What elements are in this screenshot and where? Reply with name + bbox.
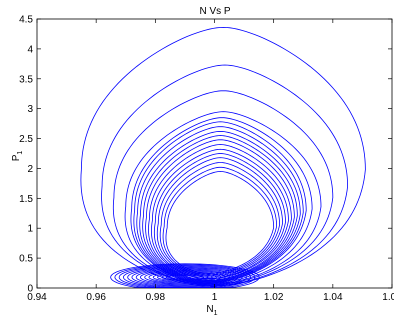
x-tick-label: 1.04 [323, 292, 343, 303]
x-tick-label: 0.96 [86, 292, 106, 303]
orbit-line [136, 126, 304, 284]
orbit-line [101, 64, 349, 287]
y-axis-label-main: P [11, 154, 22, 161]
y-tick-label: 2 [27, 164, 33, 175]
tail-loop-line [157, 273, 213, 282]
tail-loop-line [127, 266, 243, 288]
x-tick-label: 1.06 [382, 292, 394, 303]
tail-loop-line [165, 275, 205, 280]
y-tick-label: 3 [27, 104, 33, 115]
orbit-line [142, 135, 298, 282]
y-tick-label: 1 [27, 224, 33, 235]
y-tick-label: 1.5 [19, 194, 33, 205]
tail-loop-line [110, 263, 260, 288]
tail-loop-line [131, 267, 239, 287]
y-tick-label: 4.5 [19, 15, 33, 26]
y-tick-label: 3.5 [19, 74, 33, 85]
x-tick-label: 0.94 [27, 292, 47, 303]
orbit-line [80, 26, 366, 287]
x-axis-label: N1 [206, 304, 217, 317]
tail-loop-line [139, 269, 230, 285]
x-tick-label: 0.98 [146, 292, 166, 303]
y-tick-label: 0 [27, 284, 33, 295]
plot-area [36, 18, 393, 289]
chart-title: N Vs P [199, 6, 230, 17]
tail-loop-line [122, 266, 247, 288]
tail-loop-line [135, 268, 235, 286]
x-tick-label: 1 [212, 292, 218, 303]
y-tick-labels: 0 0.5 1 1.5 2 2.5 3 3.5 4 4.5 [19, 15, 33, 295]
axis-ticks [36, 18, 393, 289]
y-tick-label: 4 [27, 44, 33, 55]
tail-loop-line [161, 274, 209, 281]
orbit-line [162, 166, 278, 276]
orbit-line [139, 130, 301, 283]
tail-loop-line [144, 270, 226, 284]
x-axis-label-main: N [206, 304, 213, 315]
trajectory-curves [80, 26, 366, 288]
x-tick-labels: 0.94 0.96 0.98 1 1.02 1.04 1.06 [27, 292, 394, 303]
y-axis-label-subscript: 1 [17, 151, 24, 155]
orbit-line [130, 117, 313, 285]
orbit-line [112, 90, 334, 286]
orbit-line [124, 111, 322, 285]
x-axis-label-subscript: 1 [214, 310, 218, 317]
tail-loop-line [148, 271, 222, 284]
x-tick-label: 1.02 [264, 292, 284, 303]
tail-loop-line [152, 272, 218, 283]
y-axis-label-group: P1 [11, 151, 24, 162]
y-tick-label: 2.5 [19, 134, 33, 145]
y-tick-label: 0.5 [19, 254, 33, 265]
y-axis-label: P1 [11, 151, 24, 162]
orbit-line [156, 157, 283, 278]
orbit-line [133, 121, 307, 284]
